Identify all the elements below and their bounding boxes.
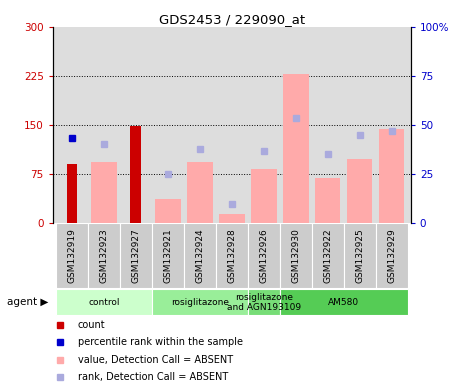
Text: AM580: AM580 bbox=[328, 298, 359, 307]
Bar bbox=[56, 223, 88, 288]
Bar bbox=[283, 74, 308, 223]
Bar bbox=[315, 178, 341, 223]
Bar bbox=[251, 169, 276, 223]
Text: GSM132919: GSM132919 bbox=[67, 228, 77, 283]
Text: GSM132927: GSM132927 bbox=[131, 228, 140, 283]
Bar bbox=[375, 223, 408, 288]
Bar bbox=[219, 214, 245, 223]
Bar bbox=[280, 290, 408, 315]
Bar bbox=[248, 223, 280, 288]
Bar bbox=[88, 223, 120, 288]
Text: agent ▶: agent ▶ bbox=[7, 297, 48, 308]
Bar bbox=[67, 164, 78, 223]
Bar bbox=[184, 223, 216, 288]
Text: GSM132924: GSM132924 bbox=[196, 228, 204, 283]
Text: control: control bbox=[88, 298, 120, 307]
Text: GSM132922: GSM132922 bbox=[323, 228, 332, 283]
Text: GSM132930: GSM132930 bbox=[291, 228, 300, 283]
Text: percentile rank within the sample: percentile rank within the sample bbox=[78, 337, 243, 348]
Bar bbox=[152, 290, 248, 315]
Bar bbox=[248, 290, 280, 315]
Bar bbox=[56, 290, 152, 315]
Bar bbox=[216, 223, 248, 288]
Bar bbox=[280, 223, 312, 288]
Bar bbox=[312, 223, 344, 288]
Text: GSM132923: GSM132923 bbox=[100, 228, 108, 283]
Bar bbox=[344, 223, 375, 288]
Bar bbox=[130, 126, 141, 223]
Bar bbox=[379, 129, 404, 223]
Bar bbox=[187, 162, 213, 223]
Text: rosiglitazone: rosiglitazone bbox=[171, 298, 229, 307]
Text: GSM132926: GSM132926 bbox=[259, 228, 268, 283]
Bar bbox=[155, 199, 181, 223]
Text: GSM132925: GSM132925 bbox=[355, 228, 364, 283]
Bar bbox=[347, 159, 372, 223]
Bar bbox=[152, 223, 184, 288]
Bar bbox=[120, 223, 152, 288]
Text: GSM132928: GSM132928 bbox=[227, 228, 236, 283]
Text: GSM132929: GSM132929 bbox=[387, 228, 396, 283]
Bar bbox=[91, 162, 117, 223]
Title: GDS2453 / 229090_at: GDS2453 / 229090_at bbox=[159, 13, 305, 26]
Text: value, Detection Call = ABSENT: value, Detection Call = ABSENT bbox=[78, 355, 233, 365]
Text: rank, Detection Call = ABSENT: rank, Detection Call = ABSENT bbox=[78, 372, 228, 382]
Text: rosiglitazone
and AGN193109: rosiglitazone and AGN193109 bbox=[227, 293, 301, 312]
Text: count: count bbox=[78, 320, 106, 330]
Text: GSM132921: GSM132921 bbox=[163, 228, 173, 283]
